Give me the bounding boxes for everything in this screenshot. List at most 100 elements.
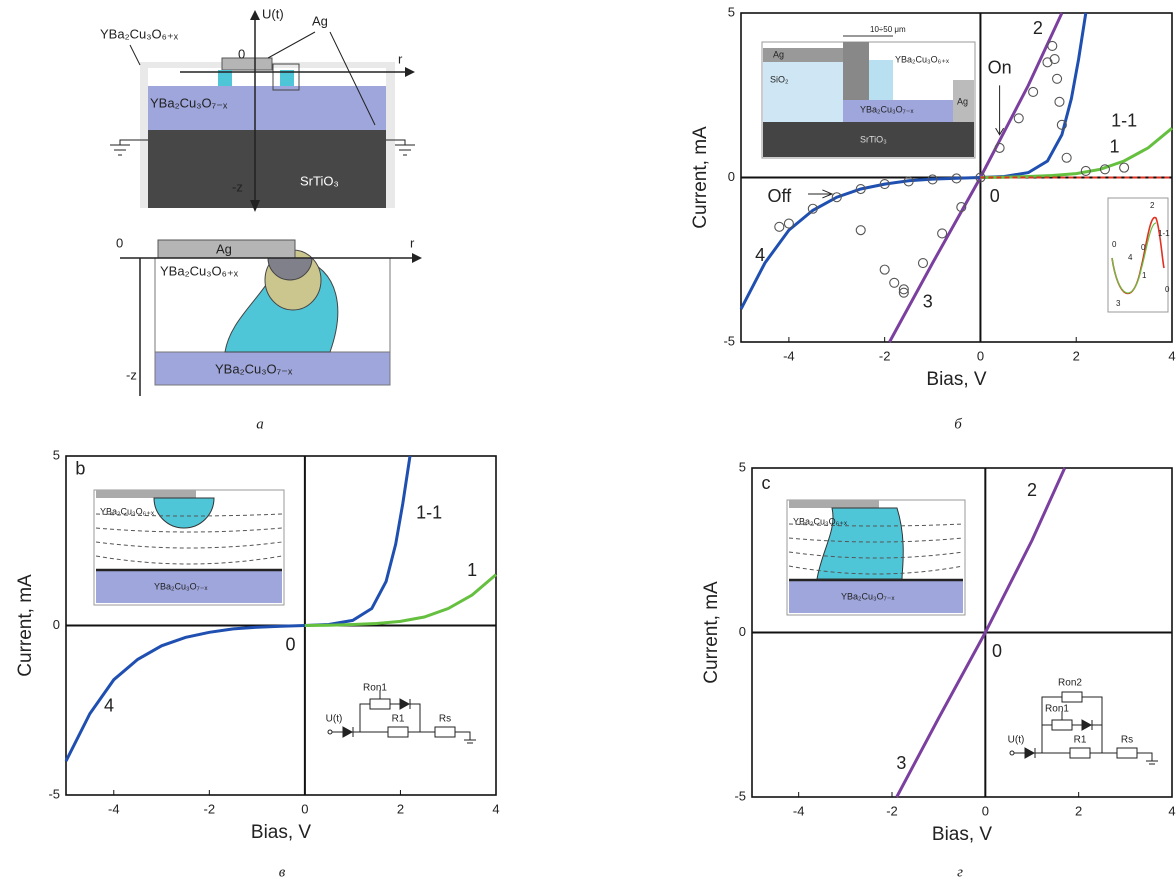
label: 0 [238,46,245,61]
x-tick-label: 2 [1075,803,1082,818]
resistor [1062,692,1082,702]
series-label: 1 [467,560,477,580]
circuit-label: Ron1 [1045,704,1069,715]
inset-label: 4 [1128,253,1133,262]
y-tick-label: 5 [739,459,746,474]
arrow [405,67,415,77]
inset-label: 1-1 [1158,229,1170,238]
resistor [1117,748,1137,758]
inset-label: SiO₂ [770,74,789,84]
chart-panel: -4 -2 0 2 4 -5 0 5 Bias, V Current, mA б 10÷50 μm Ag… [690,4,1176,432]
x-tick-label: 2 [397,801,404,816]
inset-label: YBa₂Cu₃O₇₋ₓ [154,581,208,591]
inset-label: 3 [1116,299,1121,308]
y-tick-label: 0 [728,169,735,184]
resistor [435,727,455,737]
inset-label: Ag [773,49,784,59]
series-label: 2 [1027,480,1037,500]
circuit-label: Rs [439,714,451,725]
inset-label: YBa₂Cu₃O₇₋ₓ [860,104,914,114]
terminal [1010,751,1014,755]
annotation: 3 [896,753,906,773]
caption: б [954,416,962,432]
x-tick-label: 0 [977,348,984,363]
label: YBa₂Cu₃O₆₊ₓ [160,263,239,278]
caption: в [279,864,286,880]
layer [869,60,893,100]
y-tick-label: -5 [734,788,746,803]
inset-label: 0 [1141,243,1146,252]
annotation: Off [767,186,792,206]
y-axis-label: Current, mA [15,574,36,677]
layer [763,60,843,122]
x-tick-label: -4 [793,803,805,818]
x-tick-label: 0 [982,803,989,818]
label: Ag [216,241,232,256]
substrate-layer [148,130,386,208]
x-tick-label: 4 [492,801,499,816]
resistor [388,727,408,737]
label: r [398,51,403,66]
inset-label: YBa₂Cu₃O₆₊ₓ [100,506,154,516]
x-tick-label: -2 [879,348,891,363]
ag-electrode [789,500,879,508]
inset-label: YBa₂Cu₃O₆₊ₓ [793,516,847,526]
inset-label: SrTiO₃ [860,134,887,144]
arrow [250,10,260,20]
annotation: 4 [755,245,765,265]
figure: U(t) Ag YBa₂Cu₃O₆₊ₓ 0 r YBa₂Cu₃O₇₋ₓ SrTi… [0,0,1176,884]
circuit-label: U(t) [326,714,343,725]
caption: а [256,416,264,432]
x-tick-label: -4 [783,348,795,363]
layer [843,42,869,100]
inset-label: YBa₂Cu₃O₇₋ₓ [841,591,895,601]
y-tick-label: -5 [48,786,60,801]
inset-label: 2 [1150,201,1155,210]
series-label: 2 [1033,18,1043,38]
label: YBa₂Cu₃O₇₋ₓ [150,95,228,110]
film-layer [148,68,386,86]
x-tick-label: -2 [204,801,216,816]
label: YBa₂Cu₃O₇₋ₓ [215,361,293,376]
inset-frame [1108,198,1168,312]
annotation: 0 [286,635,296,655]
y-tick-label: 5 [728,4,735,19]
circuit-label: R1 [1074,735,1087,746]
circuit-label: Rs [1121,735,1133,746]
x-tick-label: 0 [301,801,308,816]
x-tick-label: -2 [886,803,898,818]
x-tick-label: 4 [1168,348,1175,363]
inset-label: YBa₂Cu₃O₆₊ₓ [895,54,949,64]
circuit-label: R1 [392,714,405,725]
y-tick-label: -5 [723,333,735,348]
pointer [130,45,140,65]
annotation: 4 [104,696,114,716]
y-tick-label: 0 [53,617,60,632]
annotation: On [988,58,1012,78]
y-tick-label: 0 [739,624,746,639]
annotation: 3 [923,291,933,311]
panel-a: U(t) Ag YBa₂Cu₃O₆₊ₓ 0 r YBa₂Cu₃O₇₋ₓ SrTi… [100,6,422,432]
series-label: 1-1 [1111,110,1137,130]
x-axis-label: Bias, V [926,369,987,390]
inset-label: 0 [1165,285,1170,294]
annotation: 0 [990,186,1000,206]
ag-electrode [222,58,272,70]
label: SrTiO₃ [300,173,339,188]
y-tick-label: 5 [53,447,60,462]
ag-electrode [96,490,196,498]
inset-label: 1 [1142,271,1147,280]
arrow [412,253,422,263]
series-label: 1-1 [416,502,442,522]
caption: г [957,864,963,880]
inset-label: 10÷50 μm [870,25,906,34]
inset-label: Ag [957,96,968,106]
series-label: 1 [1110,137,1120,157]
resistor [370,699,390,709]
resistor [1070,748,1090,758]
inset-label: 0 [1112,240,1117,249]
annotation: b [75,458,85,478]
y-axis-label: Current, mA [690,126,711,229]
label: YBa₂Cu₃O₆₊ₓ [100,26,179,41]
